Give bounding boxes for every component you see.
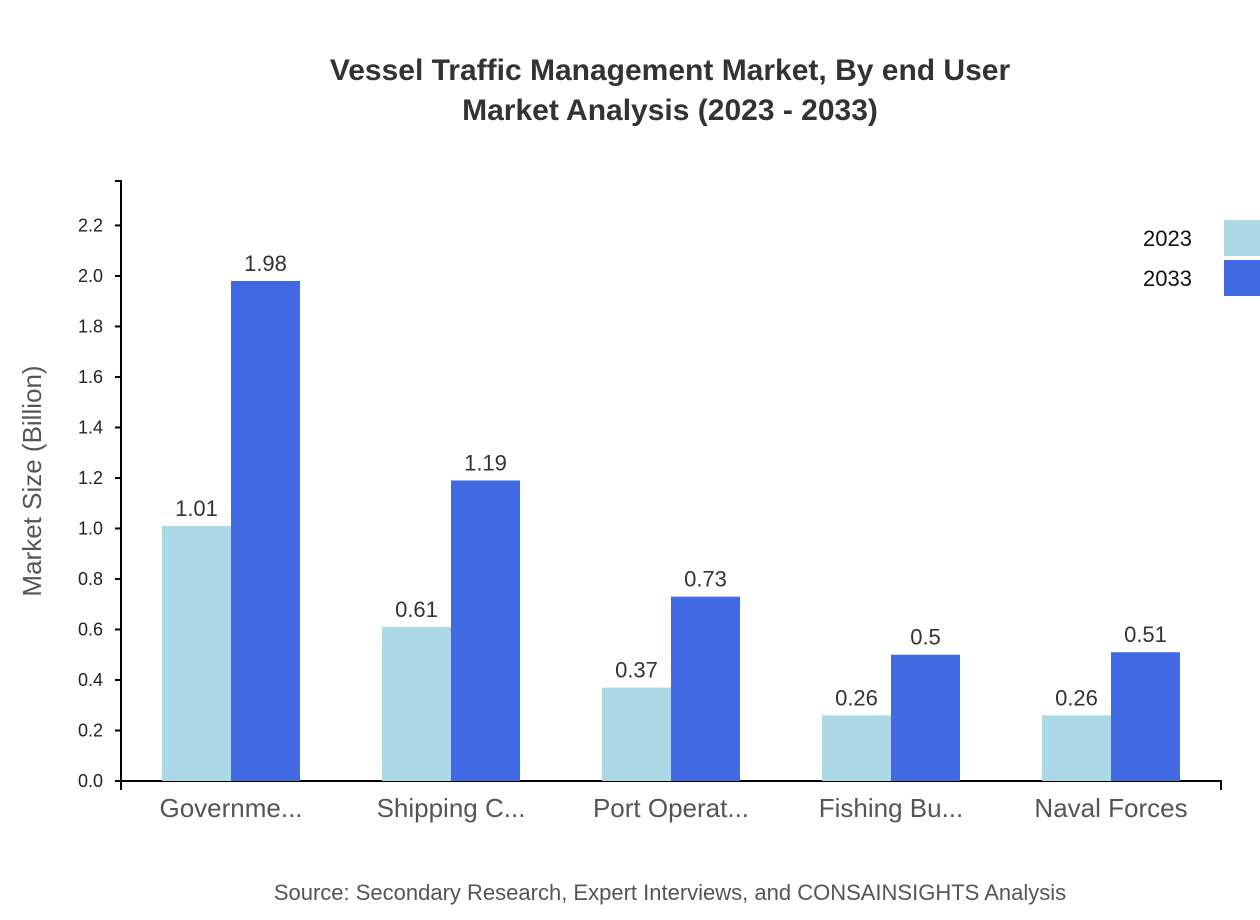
bar-2033-3 — [891, 654, 960, 781]
chart-title: Vessel Traffic Management Market, By end… — [330, 54, 1011, 87]
bar-2033-0 — [231, 281, 300, 781]
legend-label-2023: 2023 — [1143, 226, 1192, 251]
y-tick-label: 0.2 — [78, 720, 103, 740]
data-label: 1.01 — [175, 496, 218, 521]
data-label: 0.26 — [1055, 685, 1098, 710]
x-tick-label: Shipping C... — [377, 793, 526, 823]
x-tick-label: Fishing Bu... — [819, 793, 964, 823]
y-tick-label: 1.8 — [78, 316, 103, 336]
bar-2023-1 — [382, 626, 451, 781]
bar-2033-4 — [1111, 652, 1180, 781]
x-tick-label: Port Operat... — [593, 793, 749, 823]
y-tick-label: 1.2 — [78, 468, 103, 488]
y-tick-label: 1.6 — [78, 367, 103, 387]
bar-2033-2 — [671, 596, 740, 781]
bar-2023-4 — [1042, 715, 1111, 781]
y-tick-label: 0.6 — [78, 619, 103, 639]
data-label: 0.26 — [835, 685, 878, 710]
bar-2023-3 — [822, 715, 891, 781]
data-label: 0.61 — [395, 597, 438, 622]
x-axis-line — [120, 780, 1222, 790]
y-tick-label: 0.8 — [78, 569, 103, 589]
bar-2023-2 — [602, 687, 671, 781]
y-axis: 0.0 0.2 0.4 0.6 0.8 1.0 1.2 1.4 1.6 1.8 2.0 2.2 — [78, 180, 122, 791]
x-axis: Governme... Shipping C... Port Operat... Fi… — [120, 780, 1222, 823]
data-label: 1.98 — [244, 251, 287, 276]
y-axis-line — [115, 180, 122, 782]
y-tick-label: 0.0 — [78, 771, 103, 791]
data-label: 0.37 — [615, 658, 658, 683]
legend-label-2033: 2033 — [1143, 266, 1192, 291]
y-tick-label: 2.0 — [78, 266, 103, 286]
bar-2023-0 — [162, 525, 231, 781]
data-label: 1.19 — [464, 450, 507, 475]
x-tick-label: Naval Forces — [1034, 793, 1187, 823]
y-tick-label: 1.4 — [78, 417, 103, 437]
x-tick-label: Governme... — [159, 793, 302, 823]
bars: 1.01 1.98 0.61 1.19 0.37 0.73 0.26 0.5 0.26 0.51 — [162, 251, 1180, 781]
bar-2033-1 — [451, 480, 520, 781]
source-note: Source: Secondary Research, Expert Inter… — [274, 880, 1066, 905]
legend-swatch-2033 — [1224, 260, 1260, 296]
y-tick-label: 2.2 — [78, 215, 103, 235]
data-label: 0.5 — [910, 625, 941, 650]
chart-subtitle: Market Analysis (2023 - 2033) — [462, 94, 878, 127]
y-axis-label: Market Size (Billion) — [17, 365, 47, 596]
legend: 2023 2033 — [1143, 220, 1260, 296]
y-tick-label: 0.4 — [78, 670, 103, 690]
legend-swatch-2023 — [1224, 220, 1260, 256]
data-label: 0.73 — [684, 567, 727, 592]
y-tick-label: 1.0 — [78, 518, 103, 538]
data-label: 0.51 — [1124, 622, 1167, 647]
